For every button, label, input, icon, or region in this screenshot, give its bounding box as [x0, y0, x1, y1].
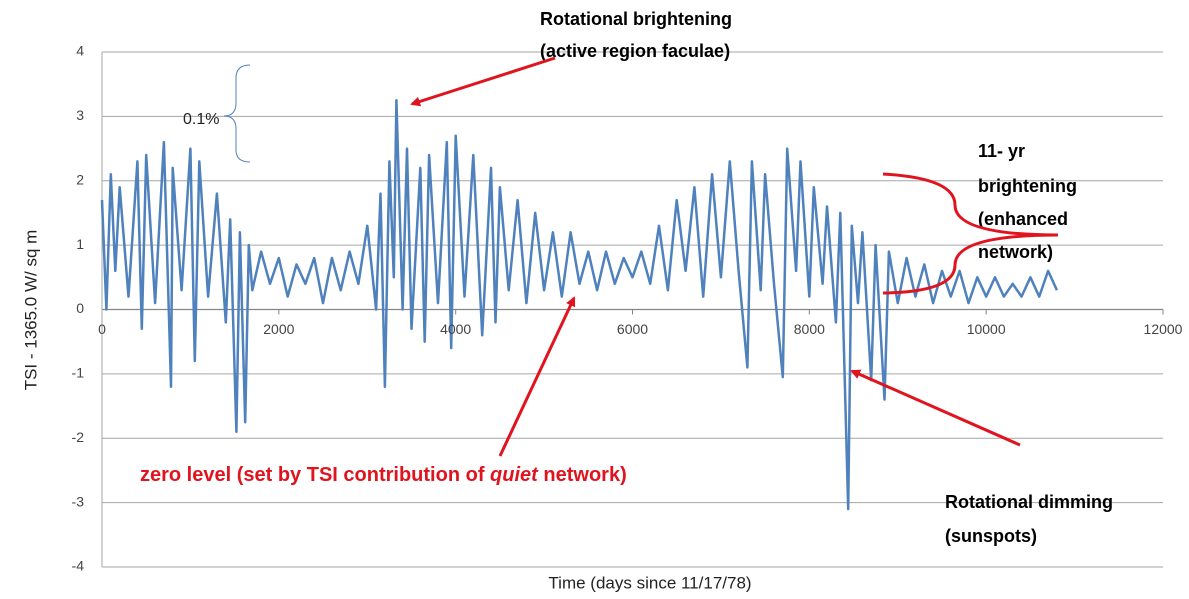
annotation-part: network)	[538, 464, 627, 486]
arrow	[850, 369, 1021, 447]
annotation: network)	[978, 242, 1053, 262]
brace	[223, 64, 251, 163]
y-tick-label: 1	[76, 236, 84, 252]
x-tick-label: 2000	[263, 321, 294, 337]
y-tick-label: 3	[76, 107, 84, 123]
x-tick-label: 6000	[617, 321, 648, 337]
y-tick-label: 2	[76, 171, 84, 187]
x-tick-label: 8000	[794, 321, 825, 337]
y-axis-title: TSI - 1365.0 W/ sq m	[21, 230, 40, 391]
brace	[882, 172, 1059, 295]
grid	[101, 51, 1164, 568]
annotation: (active region faculae)	[540, 41, 730, 61]
annotation: Rotational dimming	[945, 492, 1113, 512]
arrow	[410, 56, 556, 107]
x-tick-label: 0	[98, 321, 106, 337]
annotation: Rotational brightening	[540, 9, 732, 29]
annotation: (enhanced	[978, 209, 1068, 229]
annotation: (sunspots)	[945, 526, 1037, 546]
x-axis-title: Time (days since 11/17/78)	[548, 573, 751, 592]
y-tick-label: -3	[72, 493, 85, 509]
y-tick-label: -1	[72, 365, 85, 381]
x-tick-label: 12000	[1144, 321, 1183, 337]
annotation: 11- yr	[978, 141, 1025, 161]
annotation: zero level (set by TSI contribution of q…	[140, 464, 627, 486]
x-tick-label: 4000	[440, 321, 471, 337]
line	[100, 99, 1059, 511]
arrow	[498, 296, 576, 457]
annotation: 0.1%	[183, 111, 219, 128]
annotation: brightening	[978, 176, 1077, 196]
annotation-part: zero level (set by TSI contribution of	[140, 464, 490, 486]
y-tick-label: -4	[72, 558, 85, 574]
x-tick-label: 10000	[967, 321, 1006, 337]
plot	[100, 99, 1059, 511]
y-tick-label: 4	[76, 43, 84, 59]
y-tick-label: 0	[76, 300, 84, 316]
y-tick-label: -2	[72, 429, 85, 445]
annotation-part: quiet	[490, 464, 539, 486]
